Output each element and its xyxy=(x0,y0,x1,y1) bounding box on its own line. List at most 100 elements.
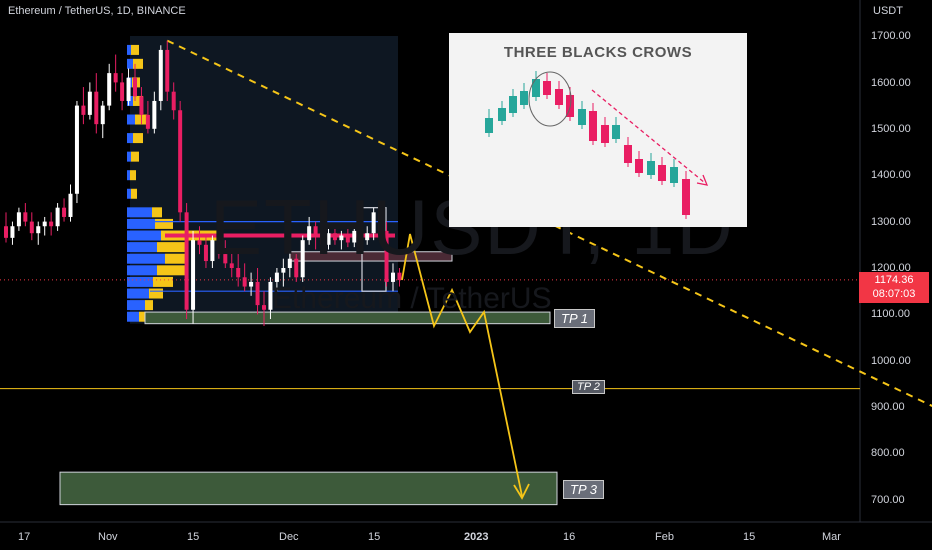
x-tick: Dec xyxy=(279,531,299,543)
candle-body xyxy=(365,233,370,241)
y-tick: 1600.00 xyxy=(871,77,911,89)
candle-body xyxy=(300,240,305,278)
inset-candle xyxy=(520,91,528,105)
x-tick: 17 xyxy=(18,531,31,543)
watermark-name: Ethereum / TetherUS xyxy=(272,282,552,315)
inset-arrowhead xyxy=(696,174,709,186)
inset-candle xyxy=(509,96,517,113)
candle-body xyxy=(223,254,228,264)
candle-body xyxy=(313,226,318,236)
candle-body xyxy=(262,305,266,310)
y-tick: 900.00 xyxy=(871,401,905,413)
candle-body xyxy=(287,258,292,268)
candle-body xyxy=(352,230,357,243)
volume-profile-bar xyxy=(127,265,157,276)
inset-candle xyxy=(543,81,551,95)
candle-body xyxy=(178,110,183,213)
candle-body xyxy=(55,207,60,227)
volume-profile-bar xyxy=(139,311,145,322)
candle-body xyxy=(320,235,325,245)
volume-profile-bar xyxy=(127,242,157,253)
inset-candle xyxy=(670,167,678,183)
volume-profile-bar xyxy=(133,58,143,69)
volume-profile-bar xyxy=(127,300,145,311)
symbol-header: Ethereum / TetherUS, 1D, BINANCE xyxy=(8,5,186,17)
candle-body xyxy=(165,49,170,92)
y-tick: 1700.00 xyxy=(871,30,911,42)
x-tick: 2023 xyxy=(464,531,489,543)
candle-body xyxy=(307,226,312,241)
candle-body xyxy=(152,100,157,129)
profile-area xyxy=(130,36,398,324)
candle-body xyxy=(210,240,215,262)
candle-body xyxy=(236,268,241,278)
candle-body xyxy=(16,212,21,227)
inset-pattern-illustration xyxy=(485,71,709,219)
candle-body xyxy=(120,82,125,101)
candle-body xyxy=(23,212,28,222)
candle-body xyxy=(49,221,54,227)
volume-profile-bar xyxy=(165,253,187,264)
candle-body xyxy=(133,77,137,97)
volume-profile-bar xyxy=(127,253,165,264)
candle-body xyxy=(4,226,8,238)
inset-trend-arrow xyxy=(591,89,706,184)
y-tick: 1500.00 xyxy=(871,123,911,135)
candle-body xyxy=(268,281,273,310)
y-tick: 700.00 xyxy=(871,494,905,506)
inset-candle xyxy=(612,125,620,139)
pivot-line xyxy=(165,233,395,238)
volume-profile-bar xyxy=(127,288,149,299)
volume-profile-bar xyxy=(127,133,133,144)
volume-profile-bar xyxy=(127,230,161,241)
volume-profile-bar xyxy=(131,188,137,199)
volume-profile-bar xyxy=(131,44,139,55)
tp3-zone xyxy=(59,471,558,506)
last-price: 1174.36 xyxy=(874,274,914,286)
volume-profile-bar xyxy=(127,114,135,125)
candle-body xyxy=(397,272,402,281)
axis-unit: USDT xyxy=(873,5,903,17)
candle-body xyxy=(94,91,99,125)
volume-profile-bar xyxy=(157,242,185,253)
candle-body xyxy=(107,73,112,106)
candle-body xyxy=(216,240,221,255)
candle-body xyxy=(332,233,337,241)
candle-body xyxy=(345,235,350,243)
volume-profile-bar xyxy=(127,188,131,199)
candle-body xyxy=(339,235,344,241)
candle-body xyxy=(126,77,131,101)
volume-profile-bar xyxy=(152,207,162,218)
candle-body xyxy=(184,212,189,310)
inset-highlight-circle xyxy=(528,71,572,127)
inset-candle xyxy=(589,111,597,141)
volume-profile-bar xyxy=(127,58,133,69)
x-tick: 15 xyxy=(368,531,381,543)
candle-body xyxy=(87,91,92,115)
tp1-zone xyxy=(144,311,551,325)
volume-profile-bar xyxy=(127,207,152,218)
candle-body xyxy=(274,272,279,282)
candle-body xyxy=(139,96,144,115)
inset-candle xyxy=(624,145,632,163)
candle-body xyxy=(29,221,34,234)
inset-candle xyxy=(682,179,690,215)
volume-profile-bar xyxy=(127,276,153,287)
x-tick: Feb xyxy=(655,531,674,543)
x-tick: 15 xyxy=(743,531,756,543)
projected-arrowhead xyxy=(513,483,530,500)
inset-candle xyxy=(647,161,655,175)
tp2-label: TP 2 xyxy=(572,380,605,394)
y-tick: 1200.00 xyxy=(871,262,911,274)
bar-countdown: 08:07:03 xyxy=(872,288,916,300)
candle-body xyxy=(326,233,331,245)
candle-body xyxy=(191,240,196,310)
candle-body xyxy=(378,212,383,231)
candle-body xyxy=(36,226,41,234)
inset-candle xyxy=(498,108,506,121)
volume-profile-bar xyxy=(133,133,143,144)
candle-body xyxy=(171,91,176,111)
volume-profile-bar xyxy=(155,218,173,229)
volume-profile-bar xyxy=(127,151,131,162)
